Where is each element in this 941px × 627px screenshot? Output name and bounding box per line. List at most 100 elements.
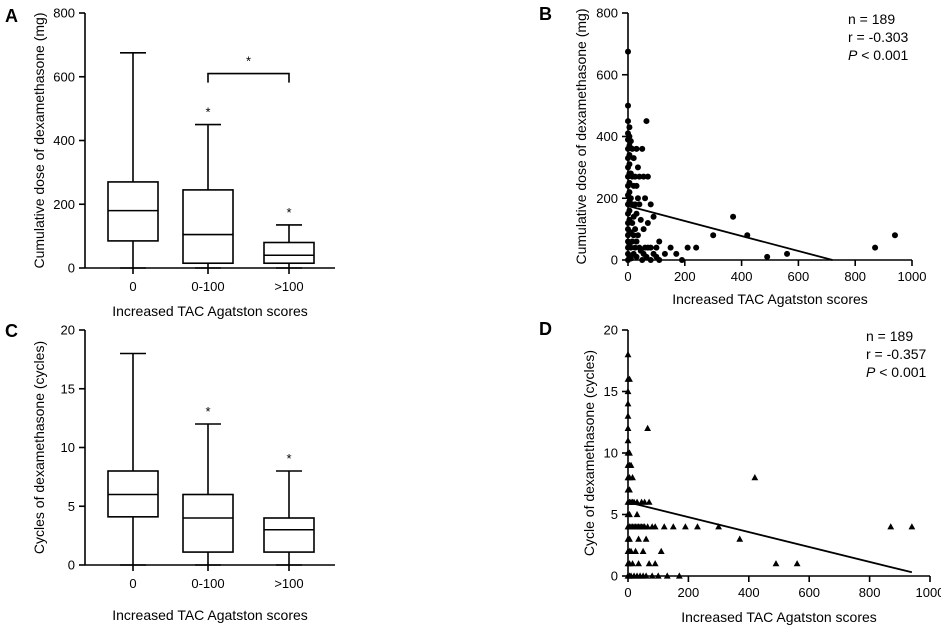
data-point [626, 449, 633, 456]
data-point [641, 498, 649, 505]
significance-star: * [286, 451, 291, 466]
data-point [784, 250, 791, 257]
iqr-box [182, 493, 234, 553]
data-point [626, 189, 633, 196]
data-point [772, 560, 780, 567]
y-tick-label: 10 [604, 446, 618, 461]
data-point [645, 560, 653, 567]
data-point [644, 424, 652, 431]
data-point [633, 253, 640, 260]
stat-r: r = -0.357 [866, 346, 927, 362]
data-points [625, 48, 898, 263]
x-tick-label: 200 [674, 269, 696, 284]
data-point [661, 250, 668, 257]
data-point [626, 486, 633, 493]
y-axis-title: Cycles of dexamethasone (cycles) [31, 341, 47, 554]
p-symbol: P [866, 364, 876, 380]
stat-p: P < 0.001 [866, 364, 927, 380]
x-tick-label: 800 [859, 585, 881, 600]
x-axis-title: Increased TAC Agatston scores [681, 609, 877, 625]
data-point [639, 257, 646, 263]
data-point [643, 118, 650, 125]
data-point [648, 572, 656, 579]
data-point [626, 152, 633, 159]
y-tick-label: 0 [611, 569, 618, 584]
data-point [626, 124, 633, 131]
x-tick-label: 400 [731, 269, 753, 284]
x-tick-label: 800 [844, 269, 866, 284]
x-tick-label: 0 [129, 576, 136, 591]
y-tick-label: 20 [604, 323, 618, 338]
data-point [643, 253, 650, 260]
data-point [642, 535, 650, 542]
data-point [633, 510, 641, 518]
p-value: < 0.001 [875, 364, 926, 380]
data-point [633, 238, 640, 245]
data-point [684, 244, 691, 251]
y-tick-label: 0 [68, 261, 75, 276]
data-point [626, 207, 633, 214]
data-point [673, 250, 680, 257]
data-point [678, 257, 685, 263]
y-tick-label: 200 [53, 197, 75, 212]
x-axis-title: Increased TAC Agatston scores [672, 291, 868, 307]
x-tick-label: 600 [798, 585, 820, 600]
x-tick-label: 0 [624, 585, 631, 600]
data-point [715, 523, 722, 530]
data-point [626, 375, 633, 382]
data-point [640, 173, 647, 180]
data-point [710, 232, 717, 239]
data-point [647, 244, 654, 251]
data-point [764, 253, 771, 260]
y-tick-label: 800 [53, 6, 75, 21]
x-tick-label: 0-100 [191, 576, 224, 591]
data-point [640, 226, 647, 233]
data-point [633, 145, 640, 152]
data-point [644, 523, 652, 530]
data-point [635, 560, 642, 567]
data-point [629, 474, 636, 481]
y-tick-label: 200 [596, 191, 618, 206]
data-point [660, 523, 668, 530]
box-0100: * [182, 105, 234, 269]
data-point [629, 219, 636, 226]
significance-star: * [205, 105, 210, 120]
y-tick-label: 15 [604, 384, 618, 399]
significance-star: * [205, 404, 210, 419]
data-point [730, 213, 737, 220]
x-axis-title: Increased TAC Agatston scores [112, 303, 308, 319]
stat-n: n = 189 [848, 11, 895, 27]
data-point [642, 572, 650, 579]
panel-b: B 0 200 400 600 800 Cumulative dose of dexamet… [539, 4, 926, 307]
data-point [629, 238, 636, 245]
p-value: < 0.001 [857, 47, 908, 63]
y-tick-label: 400 [53, 133, 75, 148]
panel-label: A [5, 6, 18, 26]
data-point [657, 547, 665, 554]
data-point [650, 213, 657, 220]
x-tick-label: >100 [274, 279, 303, 294]
data-point [681, 523, 689, 530]
data-point [633, 182, 640, 189]
y-axis-title: Cumulative dose of dexamethasone (mg) [31, 12, 47, 268]
data-point [669, 523, 677, 530]
y-tick-label: 600 [596, 67, 618, 82]
data-point [693, 244, 700, 251]
regression-line [627, 205, 833, 261]
data-point [644, 173, 651, 180]
data-point [639, 547, 647, 554]
data-point [625, 118, 631, 125]
y-tick-label: 600 [53, 69, 75, 84]
data-point [653, 244, 660, 251]
data-point [642, 195, 649, 202]
p-symbol: P [848, 47, 858, 63]
data-point [627, 255, 634, 262]
data-point [908, 523, 916, 530]
bracket-star: * [246, 54, 251, 69]
x-tick-label: 1000 [898, 269, 927, 284]
data-point [626, 179, 633, 186]
data-point [634, 195, 641, 202]
data-point [656, 238, 663, 245]
panel-label: B [539, 4, 552, 24]
